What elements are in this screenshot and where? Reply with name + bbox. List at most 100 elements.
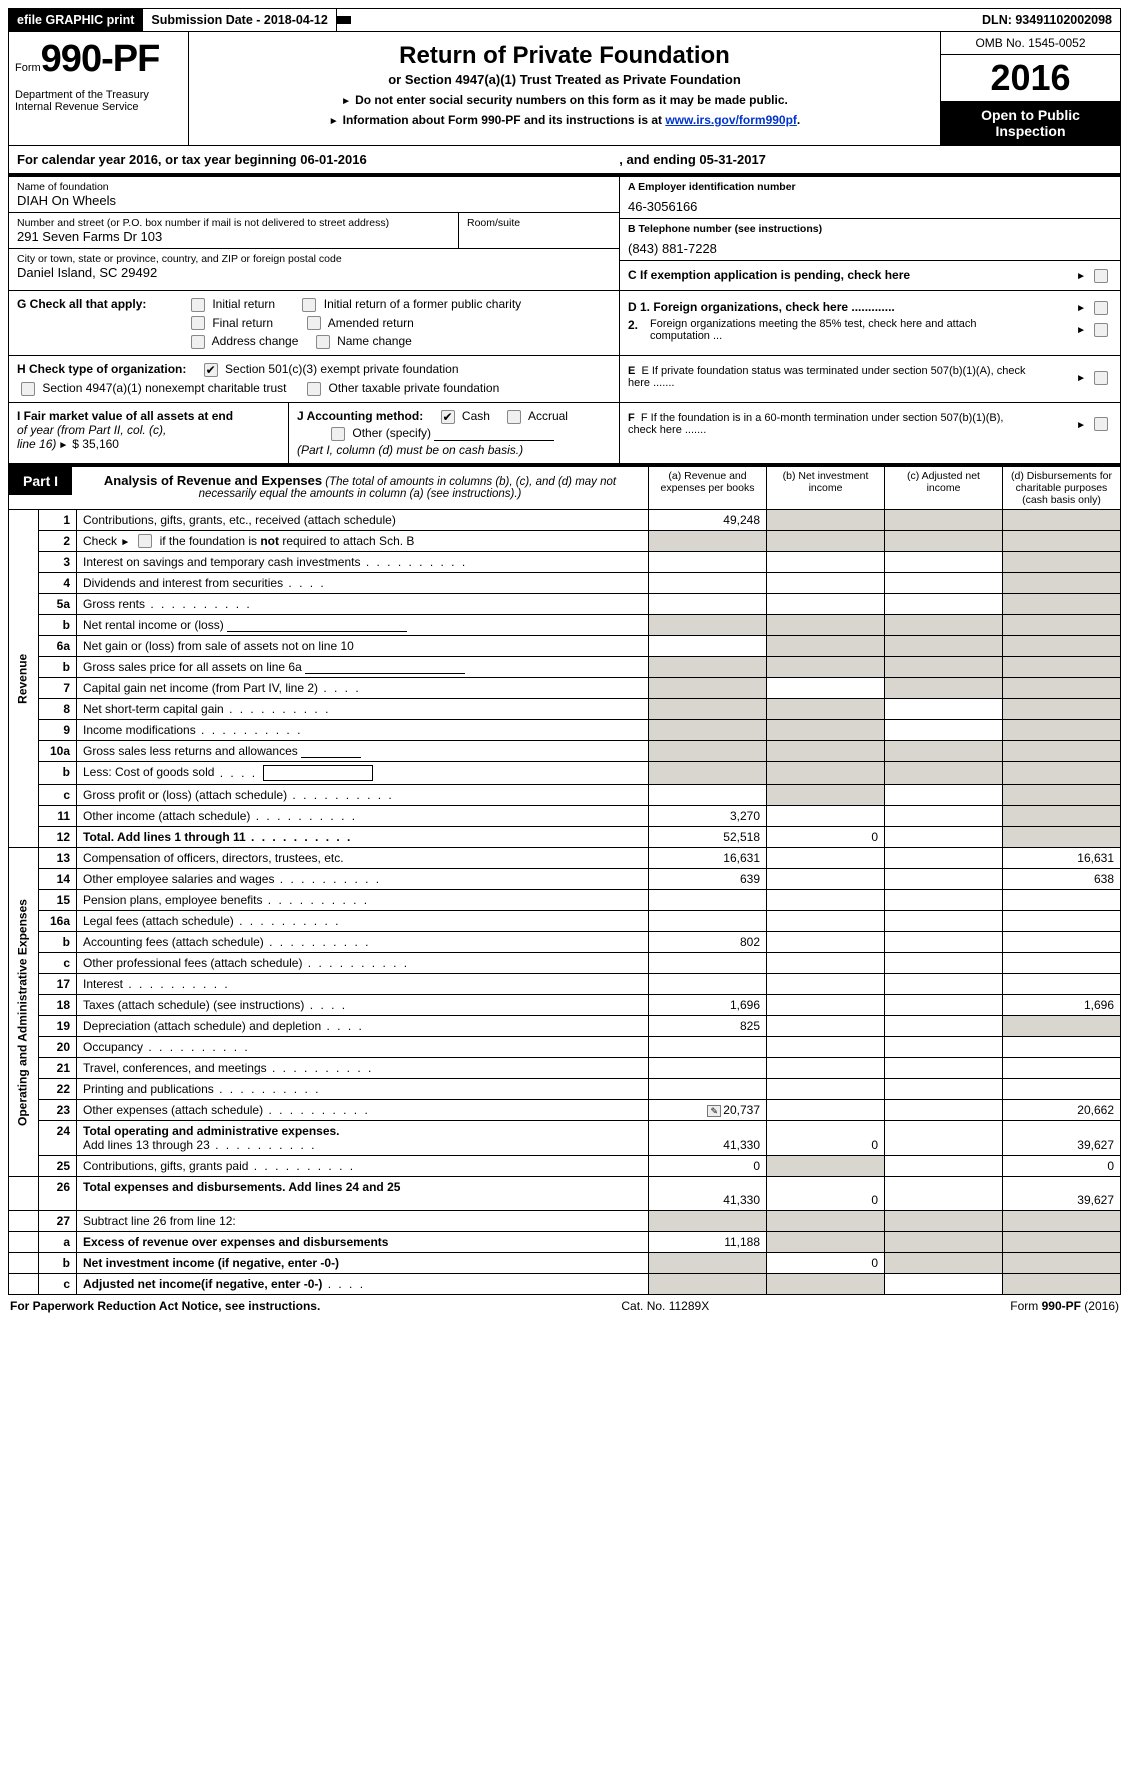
ein-box: A Employer identification number 46-3056… bbox=[620, 177, 1120, 219]
e-label: E E If private foundation status was ter… bbox=[628, 365, 1028, 389]
schb-checkbox[interactable] bbox=[138, 534, 152, 548]
row-6b: bGross sales price for all assets on lin… bbox=[9, 657, 1121, 678]
row-25: 25Contributions, gifts, grants paid 00 bbox=[9, 1156, 1121, 1177]
j-accrual-checkbox[interactable] bbox=[507, 410, 521, 424]
row-18: 18Taxes (attach schedule) (see instructi… bbox=[9, 995, 1121, 1016]
header-right: OMB No. 1545-0052 2016 Open to Public In… bbox=[940, 32, 1120, 145]
public-inspection: Open to Public Inspection bbox=[941, 101, 1120, 145]
row-13: Operating and Administrative Expenses 13… bbox=[9, 848, 1121, 869]
addr-box: Number and street (or P.O. box number if… bbox=[9, 213, 619, 249]
city-state-zip: Daniel Island, SC 29492 bbox=[17, 265, 611, 280]
col-d-head: (d) Disbursements for charitable purpose… bbox=[1003, 465, 1121, 509]
phone-box: B Telephone number (see instructions) (8… bbox=[620, 219, 1120, 261]
i-label-a: I Fair market value of all assets at end bbox=[17, 409, 280, 423]
g-initial-checkbox[interactable] bbox=[191, 298, 205, 312]
g-amended-label: Amended return bbox=[328, 316, 414, 330]
efile-tag: efile GRAPHIC print bbox=[9, 9, 143, 31]
row-15: 15Pension plans, employee benefits bbox=[9, 890, 1121, 911]
col-b-head: (b) Net investment income bbox=[767, 465, 885, 509]
row-3: 3Interest on savings and temporary cash … bbox=[9, 552, 1121, 573]
d2-num: 2. bbox=[628, 318, 650, 342]
fiscal-year-row: For calendar year 2016, or tax year begi… bbox=[8, 146, 1121, 174]
form-prefix: Form bbox=[15, 62, 41, 74]
row-16c: cOther professional fees (attach schedul… bbox=[9, 953, 1121, 974]
g-initial-label: Initial return bbox=[212, 297, 275, 311]
row-27a: aExcess of revenue over expenses and dis… bbox=[9, 1232, 1121, 1253]
c-label: C If exemption application is pending, c… bbox=[628, 268, 910, 282]
g-address-checkbox[interactable] bbox=[191, 335, 205, 349]
h-501c3-checkbox[interactable] bbox=[204, 363, 218, 377]
row-8: 8Net short-term capital gain bbox=[9, 699, 1121, 720]
form-number: 990-PF bbox=[41, 38, 160, 80]
h-other-checkbox[interactable] bbox=[307, 382, 321, 396]
row-11: 11Other income (attach schedule) 3,270 bbox=[9, 806, 1121, 827]
entity-left: Name of foundation DIAH On Wheels Number… bbox=[9, 177, 620, 290]
j-cash-label: Cash bbox=[462, 409, 490, 423]
form-title: Return of Private Foundation bbox=[199, 42, 930, 70]
j-accrual-label: Accrual bbox=[528, 409, 568, 423]
ij-row: I Fair market value of all assets at end… bbox=[8, 403, 1121, 464]
d1-checkbox[interactable] bbox=[1094, 301, 1108, 315]
row-12: 12Total. Add lines 1 through 11 52,5180 bbox=[9, 827, 1121, 848]
row-16b: bAccounting fees (attach schedule) 802 bbox=[9, 932, 1121, 953]
j-note: (Part I, column (d) must be on cash basi… bbox=[297, 443, 611, 457]
submission-date: Submission Date - 2018-04-12 bbox=[143, 9, 336, 31]
h-4947-label: Section 4947(a)(1) nonexempt charitable … bbox=[42, 381, 286, 395]
h-4947-checkbox[interactable] bbox=[21, 382, 35, 396]
g-name-checkbox[interactable] bbox=[316, 335, 330, 349]
f-checkbox[interactable] bbox=[1094, 417, 1108, 431]
row-5b: bNet rental income or (loss) bbox=[9, 615, 1121, 636]
tax-year: 2016 bbox=[941, 55, 1120, 101]
row-27: 27Subtract line 26 from line 12: bbox=[9, 1211, 1121, 1232]
e-checkbox[interactable] bbox=[1094, 371, 1108, 385]
row-2: 2 Check if the foundation is not require… bbox=[9, 530, 1121, 552]
row-27b: bNet investment income (if negative, ent… bbox=[9, 1253, 1121, 1274]
fy-end: , and ending 05-31-2017 bbox=[619, 152, 766, 167]
d1-label: D 1. Foreign organizations, check here .… bbox=[628, 300, 895, 314]
ij-block: I Fair market value of all assets at end… bbox=[9, 403, 620, 463]
footer-mid: Cat. No. 11289X bbox=[621, 1299, 709, 1313]
g-initial-former-checkbox[interactable] bbox=[302, 298, 316, 312]
i-block: I Fair market value of all assets at end… bbox=[9, 403, 289, 463]
row-20: 20Occupancy bbox=[9, 1037, 1121, 1058]
row-19: 19Depreciation (attach schedule) and dep… bbox=[9, 1016, 1121, 1037]
f-label: F If the foundation is in a 60-month ter… bbox=[628, 412, 1003, 436]
row-1: Revenue 1 Contributions, gifts, grants, … bbox=[9, 509, 1121, 530]
header-mid: Return of Private Foundation or Section … bbox=[189, 32, 940, 145]
spacer bbox=[337, 16, 351, 24]
instructions-link[interactable]: www.irs.gov/form990pf bbox=[665, 113, 797, 127]
phone-value: (843) 881-7228 bbox=[628, 241, 1112, 256]
col-a-head: (a) Revenue and expenses per books bbox=[649, 465, 767, 509]
row-5a: 5aGross rents bbox=[9, 594, 1121, 615]
g-address-label: Address change bbox=[212, 334, 299, 348]
col-c-head: (c) Adjusted net income bbox=[885, 465, 1003, 509]
f-block: F F If the foundation is in a 60-month t… bbox=[620, 403, 1120, 463]
g-row: G Check all that apply: Initial return I… bbox=[8, 291, 1121, 356]
j-other-checkbox[interactable] bbox=[331, 427, 345, 441]
form-warning-1: Do not enter social security numbers on … bbox=[199, 93, 930, 107]
revenue-side-label: Revenue bbox=[9, 509, 39, 848]
row-24: 24 Total operating and administrative ex… bbox=[9, 1121, 1121, 1156]
c-checkbox[interactable] bbox=[1094, 269, 1108, 283]
dln: DLN: 93491102002098 bbox=[974, 9, 1120, 31]
g-initial-former-label: Initial return of a former public charit… bbox=[324, 297, 521, 311]
street-address: 291 Seven Farms Dr 103 bbox=[17, 229, 450, 244]
j-block: J Accounting method: Cash Accrual Other … bbox=[289, 403, 619, 463]
header-left: Form990-PF Department of the Treasury In… bbox=[9, 32, 189, 145]
row-7: 7Capital gain net income (from Part IV, … bbox=[9, 678, 1121, 699]
i-value: $ 35,160 bbox=[72, 437, 119, 451]
row-9: 9Income modifications bbox=[9, 720, 1121, 741]
g-amended-checkbox[interactable] bbox=[307, 316, 321, 330]
h-row: H Check type of organization: Section 50… bbox=[8, 356, 1121, 403]
schedule-icon[interactable] bbox=[707, 1105, 721, 1117]
row-23: 23Other expenses (attach schedule) 20,73… bbox=[9, 1100, 1121, 1121]
ein-value: 46-3056166 bbox=[628, 199, 1112, 214]
row-22: 22Printing and publications bbox=[9, 1079, 1121, 1100]
g-final-checkbox[interactable] bbox=[191, 316, 205, 330]
d2-checkbox[interactable] bbox=[1094, 323, 1108, 337]
row-10b: bLess: Cost of goods sold bbox=[9, 762, 1121, 785]
j-cash-checkbox[interactable] bbox=[441, 410, 455, 424]
row-4: 4Dividends and interest from securities bbox=[9, 573, 1121, 594]
city-label: City or town, state or province, country… bbox=[17, 253, 611, 265]
j-other-label: Other (specify) bbox=[352, 426, 431, 440]
